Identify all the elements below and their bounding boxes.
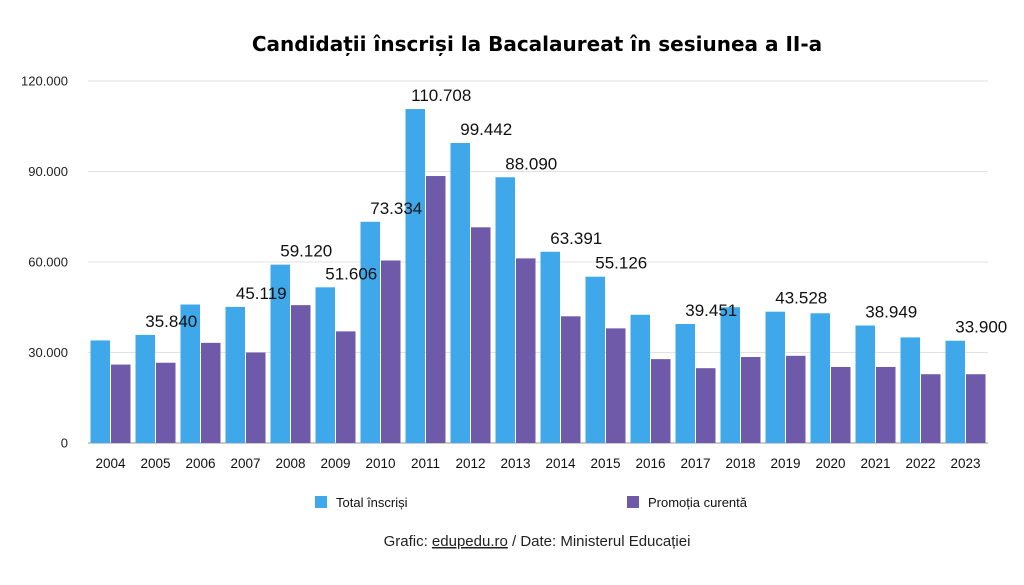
bar-total-2011	[405, 109, 425, 443]
bar-promotia-2020	[831, 366, 851, 443]
bar-promotia-2014	[561, 316, 581, 443]
bar-promotia-2021	[876, 366, 896, 443]
x-tick-label: 2010	[365, 456, 395, 471]
data-label-2017: 39.451	[685, 301, 737, 320]
legend-label: Total înscriși	[336, 495, 408, 510]
bar-total-2023	[945, 340, 965, 443]
x-tick-label: 2019	[770, 456, 800, 471]
credit-link[interactable]: edupedu.ro	[432, 533, 508, 550]
bar-promotia-2007	[246, 352, 266, 443]
bar-promotia-2023	[966, 374, 986, 443]
bar-promotia-2022	[921, 374, 941, 443]
bar-promotia-2012	[471, 227, 491, 443]
bar-promotia-2009	[336, 331, 356, 443]
gridlines	[88, 80, 988, 444]
x-tick-label: 2021	[860, 456, 890, 471]
y-tick-label: 30.000	[28, 345, 68, 360]
y-axis-ticks: 0 30.000 60.000 90.000 120.000	[21, 74, 68, 451]
bar-promotia-2017	[696, 368, 716, 443]
bar-promotia-2015	[606, 328, 626, 443]
data-labels: 35.840 45.119 59.120 51.606 73.334 110.708 99.…	[145, 86, 1007, 337]
x-tick-label: 2011	[411, 456, 440, 471]
legend-label: Promoția curentă	[648, 495, 748, 510]
bar-promotia-2019	[786, 355, 806, 443]
data-label-2013: 88.090	[505, 154, 557, 173]
bar-total-2021	[855, 325, 875, 443]
bars	[90, 109, 986, 443]
data-label-2010: 73.334	[370, 199, 422, 218]
x-axis-ticks: 2004 2005 2006 2007 2008 2009 2010 2011 2012 2013…	[95, 456, 980, 471]
bar-total-2004	[90, 340, 110, 443]
bar-total-2020	[810, 313, 830, 443]
data-label-2007: 45.119	[236, 284, 287, 303]
bar-promotia-2010	[381, 260, 401, 443]
data-label-2015: 55.126	[595, 254, 647, 273]
x-tick-label: 2009	[320, 456, 350, 471]
y-tick-label: 90.000	[28, 164, 68, 179]
x-tick-label: 2013	[500, 456, 530, 471]
chart-title: Candidații înscriși la Bacalaureat în se…	[252, 32, 822, 56]
bar-promotia-2011	[426, 176, 446, 443]
x-tick-label: 2012	[455, 456, 485, 471]
bar-total-2018	[720, 307, 740, 443]
bar-promotia-2004	[111, 364, 131, 443]
data-label-2021: 38.949	[865, 303, 917, 322]
bar-total-2008	[270, 264, 290, 443]
legend-swatch	[627, 496, 639, 508]
bar-total-2009	[315, 287, 335, 443]
bar-promotia-2006	[201, 342, 221, 443]
data-label-2012: 99.442	[460, 120, 512, 139]
bar-total-2014	[540, 251, 560, 443]
x-tick-label: 2008	[275, 456, 305, 471]
bar-total-2016	[630, 314, 650, 443]
y-tick-label: 0	[61, 436, 68, 451]
bar-total-2013	[495, 177, 515, 443]
data-label-2005: 35.840	[145, 312, 197, 331]
bar-total-2017	[675, 323, 695, 443]
bar-total-2006	[180, 304, 200, 443]
bar-total-2010	[360, 221, 380, 443]
data-label-2014: 63.391	[550, 229, 602, 248]
credit-prefix: Grafic:	[384, 533, 432, 550]
y-tick-label: 60.000	[28, 255, 68, 270]
data-label-2011: 110.708	[411, 86, 471, 105]
bar-total-2007	[225, 306, 245, 443]
bar-promotia-2016	[651, 359, 671, 443]
x-tick-label: 2018	[725, 456, 755, 471]
bar-promotia-2008	[291, 305, 311, 443]
x-tick-label: 2004	[95, 456, 126, 471]
credit-suffix: / Date: Ministerul Educației	[512, 533, 690, 550]
legend-swatch	[315, 496, 327, 508]
chart-credit: Grafic: edupedu.ro / Date: Ministerul Ed…	[384, 533, 691, 550]
bar-promotia-2005	[156, 362, 176, 443]
x-tick-label: 2014	[545, 456, 576, 471]
x-tick-label: 2016	[635, 456, 665, 471]
bar-promotia-2018	[741, 357, 761, 443]
x-tick-label: 2020	[815, 456, 845, 471]
data-label-2019: 43.528	[775, 289, 827, 308]
legend: Total înscriși Promoția curentă	[315, 495, 748, 510]
x-tick-label: 2007	[230, 456, 260, 471]
bar-total-2019	[765, 311, 785, 443]
x-tick-label: 2006	[185, 456, 215, 471]
data-label-2009: 51.606	[325, 264, 377, 283]
bar-total-2022	[900, 337, 920, 443]
x-tick-label: 2017	[680, 456, 710, 471]
bar-total-2012	[450, 143, 470, 443]
bar-promotia-2013	[516, 258, 536, 443]
data-label-2008: 59.120	[280, 242, 332, 261]
x-tick-label: 2005	[140, 456, 170, 471]
data-label-2023: 33.900	[955, 318, 1007, 337]
bar-total-2005	[135, 334, 155, 443]
x-tick-label: 2015	[590, 456, 620, 471]
bar-total-2015	[585, 276, 605, 443]
x-tick-label: 2023	[950, 456, 980, 471]
x-tick-label: 2022	[905, 456, 935, 471]
y-tick-label: 120.000	[21, 74, 68, 89]
